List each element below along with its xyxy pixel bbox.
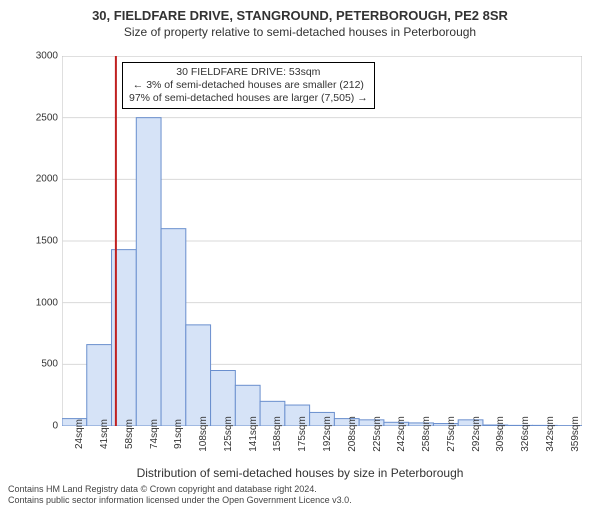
x-tick-label: 275sqm xyxy=(446,416,457,452)
x-tick-label: 225sqm xyxy=(372,416,383,452)
x-tick-label: 158sqm xyxy=(272,416,283,452)
x-tick-label: 108sqm xyxy=(198,416,209,452)
info-line-larger: 97% of semi-detached houses are larger (… xyxy=(129,92,368,105)
x-tick-label: 141sqm xyxy=(248,416,259,452)
y-tick-label: 2500 xyxy=(28,112,58,123)
y-tick-label: 0 xyxy=(28,421,58,432)
x-tick-label: 359sqm xyxy=(570,416,581,452)
footer-line-1: Contains HM Land Registry data © Crown c… xyxy=(8,484,352,495)
x-axis-label: Distribution of semi-detached houses by … xyxy=(0,466,600,480)
y-tick-label: 1000 xyxy=(28,297,58,308)
x-tick-label: 292sqm xyxy=(471,416,482,452)
footer-attribution: Contains HM Land Registry data © Crown c… xyxy=(8,484,352,506)
x-tick-label: 125sqm xyxy=(223,416,234,452)
x-tick-label: 208sqm xyxy=(347,416,358,452)
info-callout-box: 30 FIELDFARE DRIVE: 53sqm ← 3% of semi-d… xyxy=(122,62,375,109)
info-line-smaller: ← 3% of semi-detached houses are smaller… xyxy=(129,79,368,92)
x-tick-label: 41sqm xyxy=(99,419,110,449)
x-tick-label: 91sqm xyxy=(173,419,184,449)
chart-area: 30 FIELDFARE DRIVE: 53sqm ← 3% of semi-d… xyxy=(62,56,582,426)
x-tick-label: 74sqm xyxy=(149,419,160,449)
x-tick-label: 258sqm xyxy=(421,416,432,452)
histogram-plot xyxy=(62,56,582,426)
y-tick-label: 3000 xyxy=(28,51,58,62)
y-tick-label: 500 xyxy=(28,359,58,370)
x-tick-label: 175sqm xyxy=(297,416,308,452)
chart-title-sub: Size of property relative to semi-detach… xyxy=(0,25,600,39)
y-tick-label: 2000 xyxy=(28,174,58,185)
x-tick-label: 242sqm xyxy=(396,416,407,452)
footer-line-2: Contains public sector information licen… xyxy=(8,495,352,506)
x-tick-label: 326sqm xyxy=(520,416,531,452)
x-tick-label: 58sqm xyxy=(124,419,135,449)
chart-title-main: 30, FIELDFARE DRIVE, STANGROUND, PETERBO… xyxy=(0,8,600,23)
x-tick-label: 192sqm xyxy=(322,416,333,452)
x-tick-label: 24sqm xyxy=(74,419,85,449)
x-tick-label: 309sqm xyxy=(495,416,506,452)
x-tick-label: 342sqm xyxy=(545,416,556,452)
y-tick-label: 1500 xyxy=(28,236,58,247)
info-line-property: 30 FIELDFARE DRIVE: 53sqm xyxy=(129,66,368,79)
